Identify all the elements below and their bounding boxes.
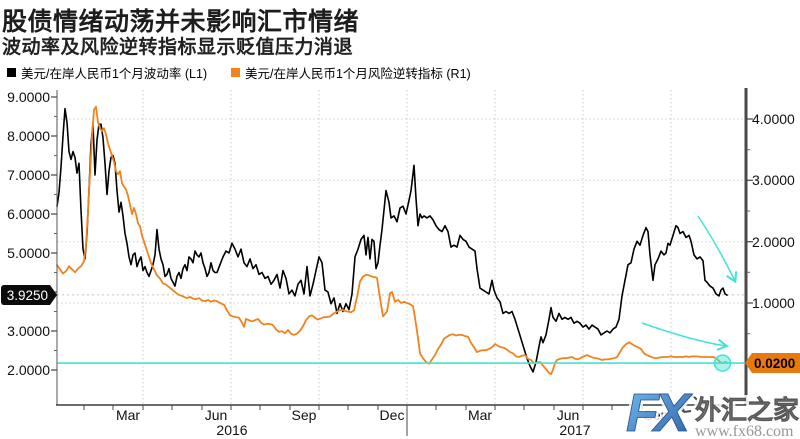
x-axis-month-label: Sep [291,407,317,423]
legend-label-volatility: 美元/在岸人民币1个月波动率 (L1) [21,66,208,81]
trend-arrow [641,322,729,351]
x-axis-year-label: 2016 [216,422,248,438]
x-axis-month-label: Mar [467,407,493,423]
highlight-circle [713,354,732,372]
trend-arrow [697,215,738,284]
left-last-price: 3.9250 [6,287,48,303]
left-axis-label: 7.0000 [7,167,50,183]
legend-item-risk-reversal: 美元/在岸人民币1个月风险逆转指标 (R1) [231,65,471,81]
right-axis-label: 4.0000 [752,111,795,127]
left-axis-price-tag: 3.9250 [1,285,57,305]
x-axis-month-label: Jun [204,407,228,423]
left-axis-label: 6.0000 [7,206,50,222]
legend-label-risk-reversal: 美元/在岸人民币1个月风险逆转指标 (R1) [245,66,471,81]
x-axis-month-label: Dec [379,407,405,423]
left-axis-label: 9.0000 [7,89,50,105]
chart-title: 股债情绪动荡并未影响汇市情绪 [2,8,360,36]
right-last-price: 0.0200 [754,355,796,371]
volatility-swatch-icon [7,67,16,77]
right-axis-label: 1.0000 [752,295,795,311]
right-axis-price-tag: 0.0200 [745,353,800,373]
left-axis-label: 8.0000 [7,128,50,144]
left-axis-label: 2.0000 [7,362,50,378]
x-axis-month-label: Sep [643,407,669,423]
chart-subtitle: 波动率及风险逆转指标显示贬值压力消退 [2,37,354,58]
left-axis-label: 3.0000 [7,323,50,339]
right-axis-label: 3.0000 [752,172,795,189]
left-axis-label: 5.0000 [7,245,50,261]
x-axis-year-label: 2017 [559,422,591,438]
risk-reversal-line [56,105,728,375]
right-axis-label: 2.0000 [752,233,795,250]
risk-reversal-swatch-icon [231,67,240,77]
volatility-line [56,107,728,373]
x-axis-month-label: Jun [556,407,580,423]
legend-item-volatility: 美元/在岸人民币1个月波动率 (L1) [7,65,208,81]
x-axis-month-label: Mar [115,407,141,423]
